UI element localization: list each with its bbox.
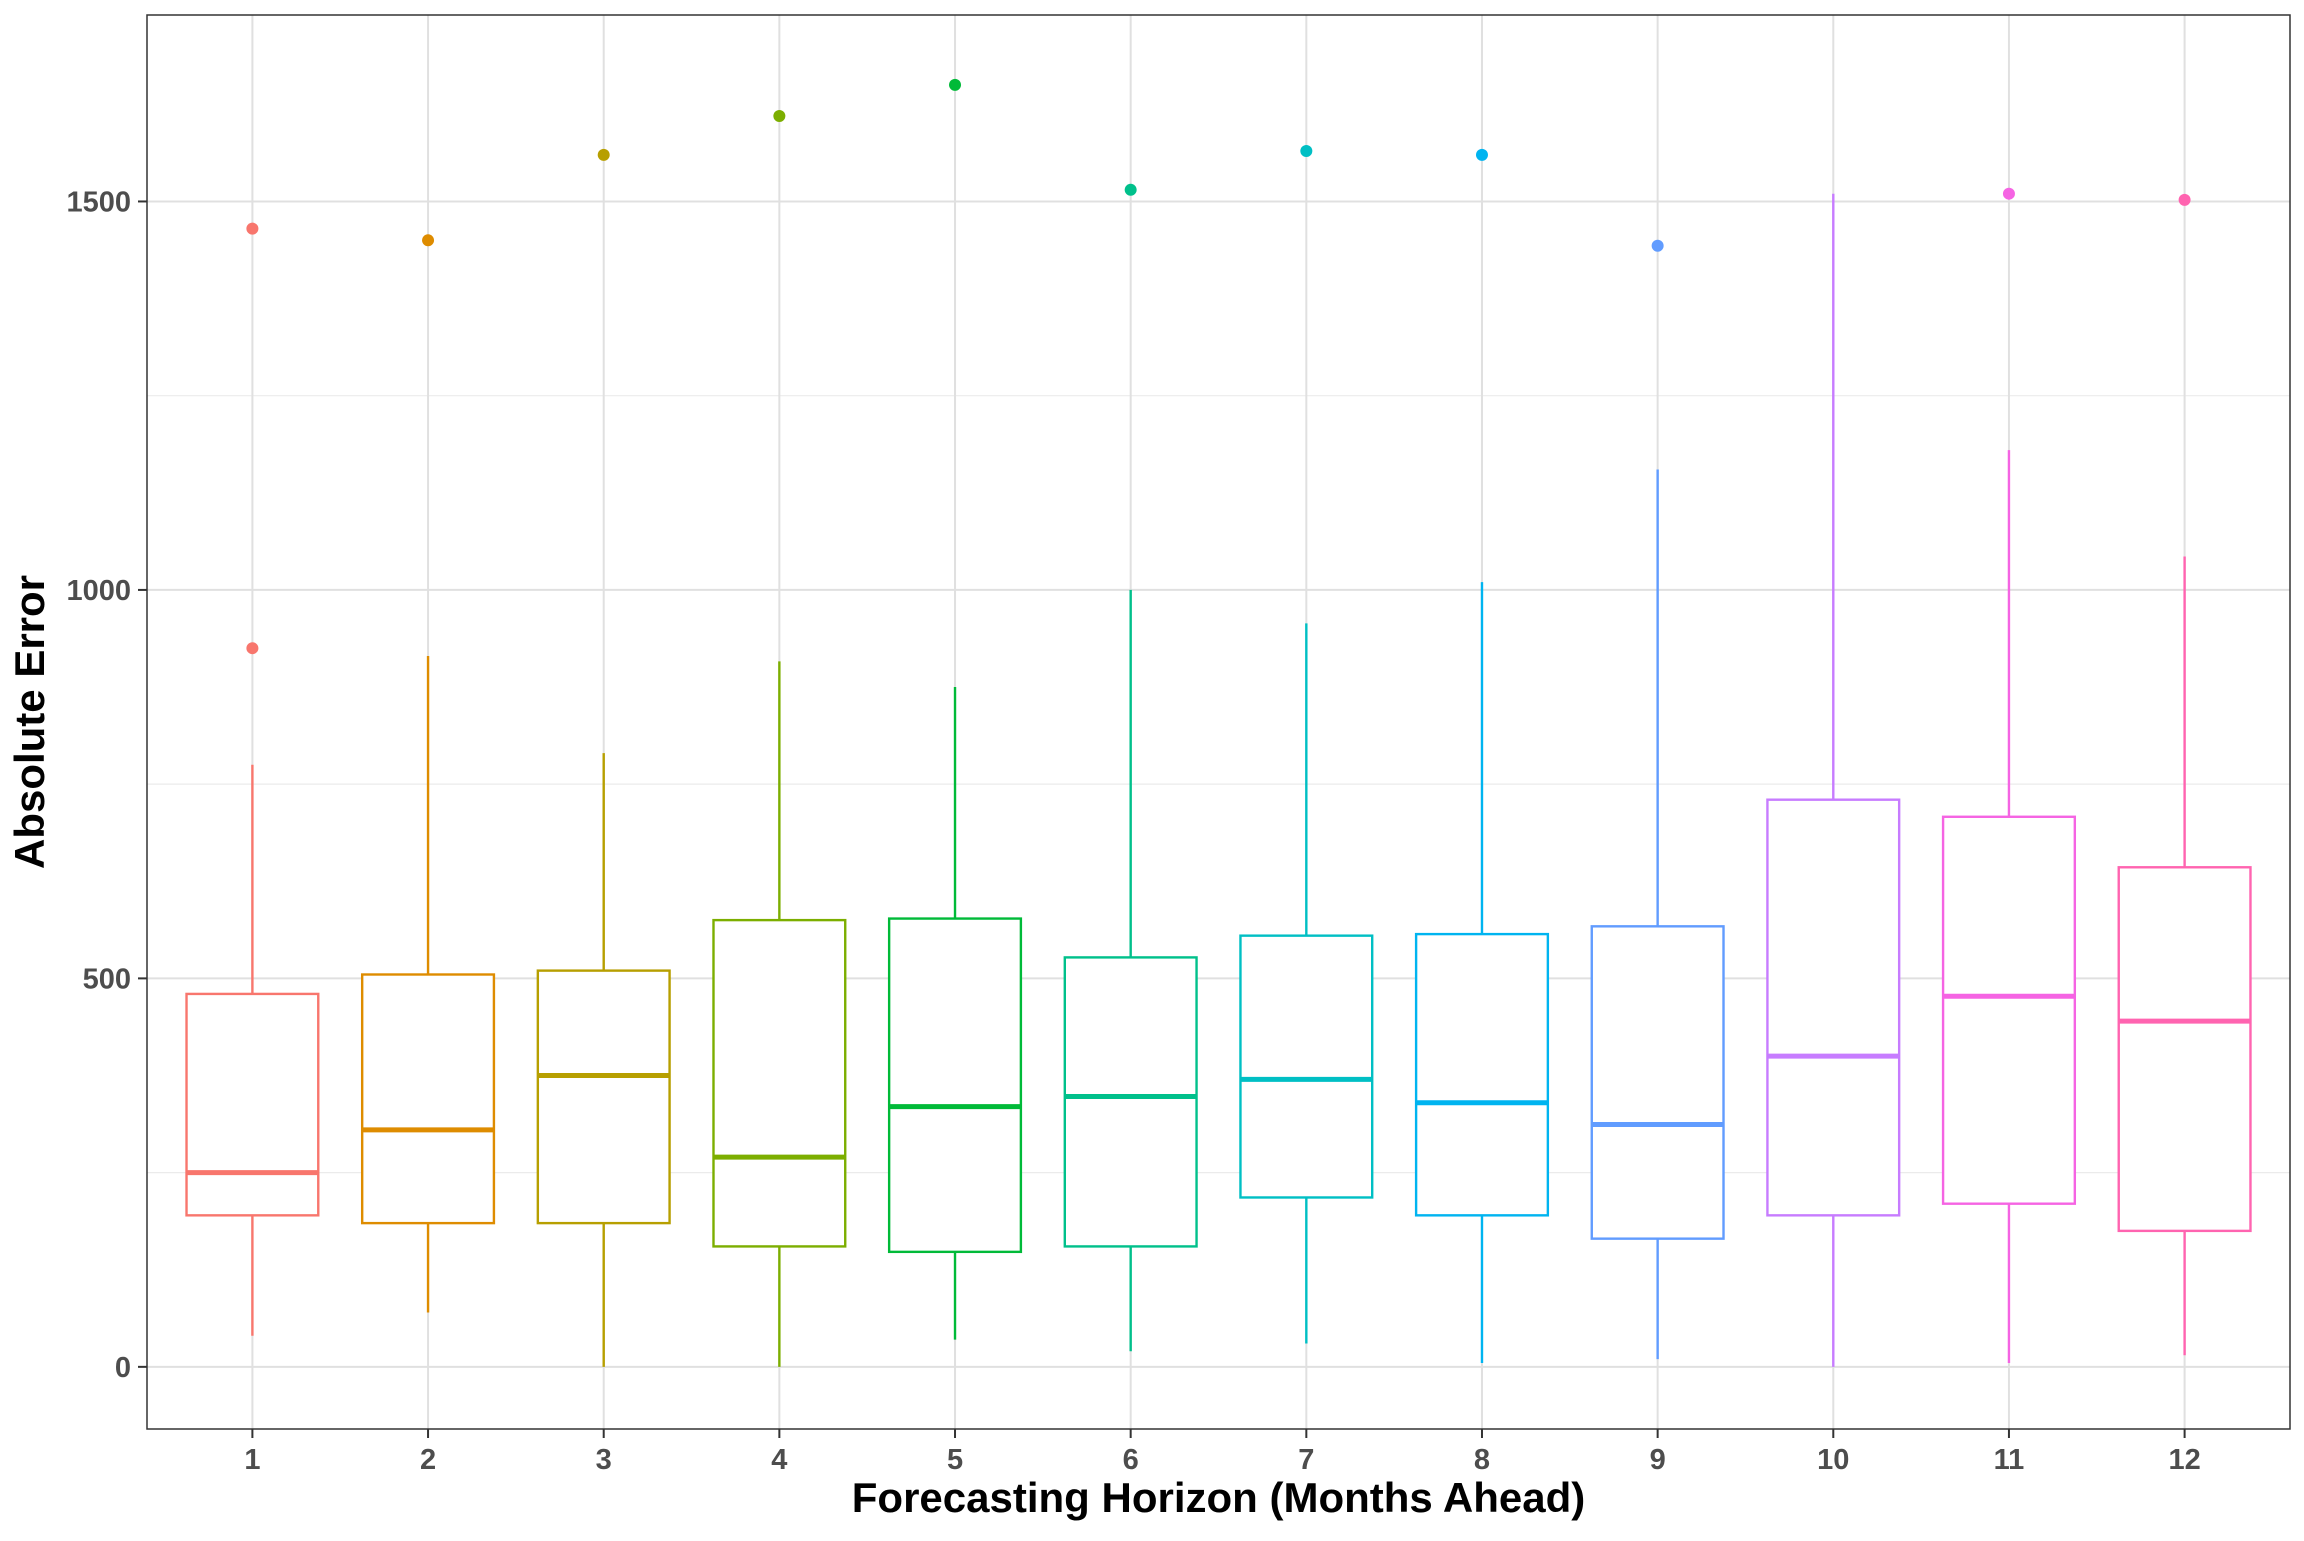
boxes (185, 78, 2252, 1367)
outlier-point (2178, 193, 2191, 206)
x-tick-label: 3 (596, 1444, 612, 1476)
x-tick-label: 6 (1123, 1444, 1139, 1476)
x-tick-label: 2 (420, 1444, 436, 1476)
outlier-point (246, 642, 259, 655)
x-tick-label: 5 (947, 1444, 963, 1476)
box-iqr (2117, 866, 2252, 1233)
box-group (185, 222, 320, 1336)
box-iqr (1063, 956, 1198, 1248)
box-group (1590, 239, 1725, 1360)
box-iqr (1239, 934, 1374, 1199)
y-tick-label: 500 (83, 963, 131, 995)
box-group (2117, 193, 2252, 1356)
outlier-point (2002, 187, 2015, 200)
x-axis-title: Forecasting Horizon (Months Ahead) (852, 1474, 1585, 1521)
box-iqr (1590, 925, 1725, 1240)
x-tick-label: 4 (771, 1444, 787, 1476)
box-iqr (712, 918, 847, 1248)
box-iqr (1766, 798, 1901, 1217)
x-tick-label: 8 (1474, 1444, 1490, 1476)
box-group (360, 234, 496, 1313)
y-tick-label: 0 (115, 1352, 131, 1384)
box-group (1766, 193, 1901, 1367)
box-iqr (1941, 815, 2077, 1205)
outlier-point (1475, 148, 1488, 161)
box-iqr (536, 969, 671, 1225)
box-iqr (360, 973, 496, 1225)
y-tick-label: 1000 (66, 575, 131, 607)
box-group (1941, 187, 2077, 1363)
outlier-point (773, 110, 786, 122)
box-iqr (887, 917, 1023, 1254)
x-tick-label: 12 (2168, 1444, 2200, 1476)
outlier-point (1300, 144, 1313, 157)
box-group (1239, 144, 1374, 1344)
y-axis-title: Absolute Error (6, 575, 53, 869)
outlier-point (1651, 239, 1664, 252)
x-tick-label: 11 (1994, 1444, 2025, 1476)
outlier-point (1124, 183, 1137, 196)
x-tick-label: 7 (1298, 1444, 1314, 1476)
box-group (712, 110, 847, 1367)
outlier-point (422, 234, 435, 247)
y-tick-label: 1500 (66, 186, 131, 218)
outlier-point (246, 222, 259, 235)
box-group (1063, 183, 1198, 1352)
box-group (536, 148, 671, 1367)
x-tick-label: 10 (1817, 1444, 1849, 1476)
box-iqr (185, 992, 320, 1217)
box-group (1414, 148, 1550, 1363)
x-tick-label: 1 (244, 1444, 260, 1476)
outlier-point (949, 78, 962, 91)
x-tick-label: 9 (1650, 1444, 1666, 1476)
box-iqr (1414, 932, 1550, 1217)
box-group (887, 78, 1023, 1340)
outlier-point (597, 148, 610, 161)
panel-border (146, 14, 2291, 1430)
